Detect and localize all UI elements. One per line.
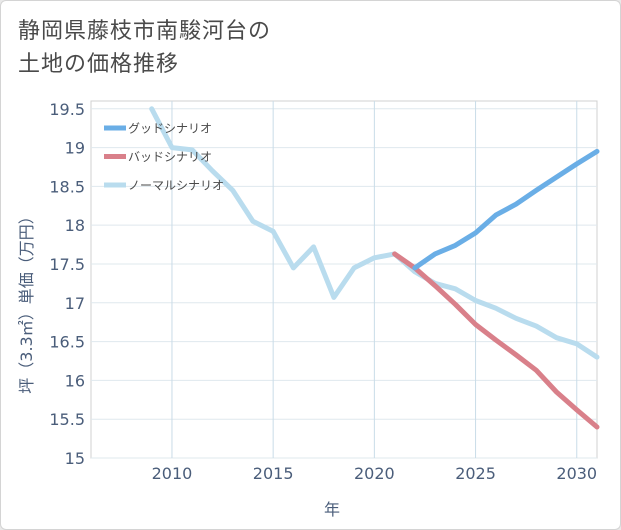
series-line-1 — [412, 148, 600, 271]
x-tick-label: 2030 — [556, 464, 597, 483]
y-tick-label: 19.5 — [49, 100, 85, 119]
x-tick-label: 2010 — [152, 464, 193, 483]
chart-title-line1: 静岡県藤枝市南駿河台の — [18, 19, 272, 44]
gridlines — [91, 101, 597, 459]
x-axis-title: 年 — [324, 500, 340, 519]
y-tick-label: 15.5 — [49, 410, 85, 429]
y-tick-label: 17.5 — [49, 255, 85, 274]
y-tick-label: 18 — [65, 216, 85, 235]
x-tick-label: 2020 — [354, 464, 395, 483]
y-tick-label: 19 — [65, 139, 85, 158]
chart-title-line2: 土地の価格推移 — [18, 52, 180, 77]
y-tick-label: 17 — [65, 294, 85, 313]
tick-labels: 15 15.5 16 16.5 17 17.5 18 18.5 19 19.5 2010 2015 20… — [49, 100, 597, 483]
series-lines — [149, 106, 600, 430]
x-tick-label: 2015 — [253, 464, 294, 483]
y-tick-label: 16 — [65, 371, 85, 390]
legend-label: バッドシナリオ — [128, 150, 212, 164]
legend-label: グッドシナリオ — [128, 122, 212, 136]
y-axis-title: 坪（3.3㎡）単価（万円） — [17, 208, 36, 393]
chart-title: 静岡県藤枝市南駿河台の 土地の価格推移 — [18, 15, 271, 81]
y-tick-label: 16.5 — [49, 333, 85, 352]
x-tick-label: 2025 — [455, 464, 496, 483]
y-tick-label: 15 — [65, 449, 85, 468]
y-tick-label: 18.5 — [49, 177, 85, 196]
series-line-2 — [392, 251, 600, 430]
legend-label: ノーマルシナリオ — [128, 179, 224, 193]
series-line-3 — [149, 106, 600, 360]
